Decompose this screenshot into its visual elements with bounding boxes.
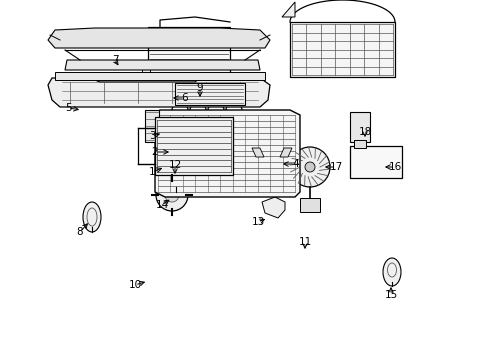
Text: 15: 15	[384, 290, 397, 300]
Bar	[353, 140, 365, 148]
Bar	[289, 22, 394, 77]
Text: 12: 12	[168, 160, 181, 170]
Text: 10: 10	[128, 280, 141, 290]
Text: 2: 2	[151, 147, 158, 157]
Text: 4: 4	[292, 159, 299, 169]
Circle shape	[289, 147, 329, 187]
Ellipse shape	[256, 157, 287, 171]
Circle shape	[305, 162, 314, 172]
Bar	[148, 27, 229, 77]
Text: 13: 13	[251, 217, 264, 227]
Text: 5: 5	[64, 103, 71, 113]
Text: 16: 16	[387, 162, 401, 172]
Text: 9: 9	[196, 83, 203, 93]
Polygon shape	[65, 60, 260, 70]
Text: 18: 18	[358, 127, 371, 137]
Polygon shape	[48, 78, 269, 107]
Polygon shape	[251, 148, 264, 157]
Text: 7: 7	[111, 55, 118, 65]
Polygon shape	[280, 148, 291, 157]
Bar	[55, 72, 264, 80]
Polygon shape	[48, 28, 269, 48]
Bar	[145, 110, 159, 142]
Text: 17: 17	[329, 162, 342, 172]
Bar	[155, 117, 232, 175]
Circle shape	[156, 179, 187, 211]
Text: 1: 1	[148, 167, 155, 177]
Bar	[299, 198, 319, 212]
Bar	[142, 62, 150, 72]
Text: 6: 6	[182, 93, 188, 103]
Polygon shape	[282, 2, 294, 17]
Text: 8: 8	[77, 227, 83, 237]
Text: 11: 11	[298, 237, 311, 247]
Ellipse shape	[382, 258, 400, 286]
Text: 14: 14	[155, 200, 168, 210]
Circle shape	[164, 188, 179, 202]
Bar	[142, 35, 150, 45]
Ellipse shape	[169, 167, 183, 187]
Ellipse shape	[268, 201, 276, 211]
Bar	[349, 146, 401, 178]
Text: 3: 3	[148, 131, 155, 141]
Bar	[349, 112, 369, 142]
Polygon shape	[155, 110, 299, 197]
Bar	[175, 83, 244, 105]
Polygon shape	[262, 197, 285, 218]
Ellipse shape	[83, 202, 101, 232]
